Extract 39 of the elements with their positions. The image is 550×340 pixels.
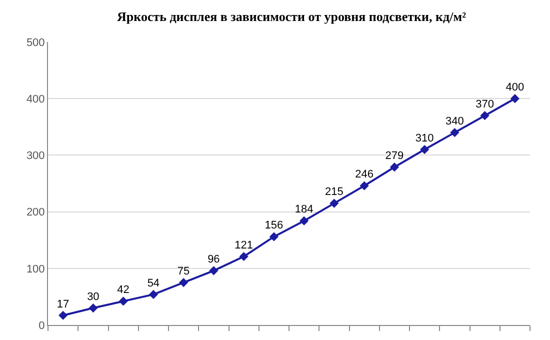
- point: [58, 310, 68, 320]
- point: [360, 181, 369, 190]
- y-tick-label: 300: [26, 150, 45, 162]
- data-label: 30: [87, 290, 100, 303]
- point: [330, 198, 339, 208]
- y-tick-label: 100: [26, 263, 45, 276]
- y-tick-label: 400: [26, 93, 45, 106]
- data-label: 156: [264, 220, 284, 232]
- data-label: 42: [117, 284, 130, 296]
- data-label: 17: [56, 298, 70, 310]
- point: [269, 232, 278, 242]
- point: [510, 94, 520, 104]
- data-label: 96: [208, 254, 220, 266]
- data-label: 54: [147, 277, 160, 290]
- data-label: 121: [234, 239, 253, 252]
- point: [118, 296, 128, 306]
- y-tick-label: 500: [26, 36, 45, 49]
- point: [450, 128, 460, 138]
- data-label: 184: [294, 204, 314, 216]
- point: [239, 252, 248, 262]
- data-label: 279: [385, 150, 404, 162]
- point: [88, 303, 98, 313]
- data-label: 400: [506, 81, 524, 94]
- chart-title: Яркость дисплея в зависимости от уровня подсветки, кд/м²: [117, 9, 466, 24]
- data-label: 340: [446, 115, 464, 128]
- point: [209, 266, 218, 276]
- y-tick-label: 0: [38, 320, 45, 332]
- y-tick-label: 200: [26, 206, 45, 219]
- point: [390, 162, 399, 172]
- data-label: 370: [476, 98, 494, 110]
- point: [420, 144, 430, 154]
- point: [300, 216, 309, 226]
- data-label: 75: [177, 265, 190, 278]
- point: [480, 111, 490, 120]
- data-label: 215: [325, 186, 344, 198]
- data-label: 310: [415, 132, 434, 144]
- point: [148, 290, 158, 299]
- point: [179, 278, 188, 288]
- data-label: 246: [355, 168, 374, 181]
